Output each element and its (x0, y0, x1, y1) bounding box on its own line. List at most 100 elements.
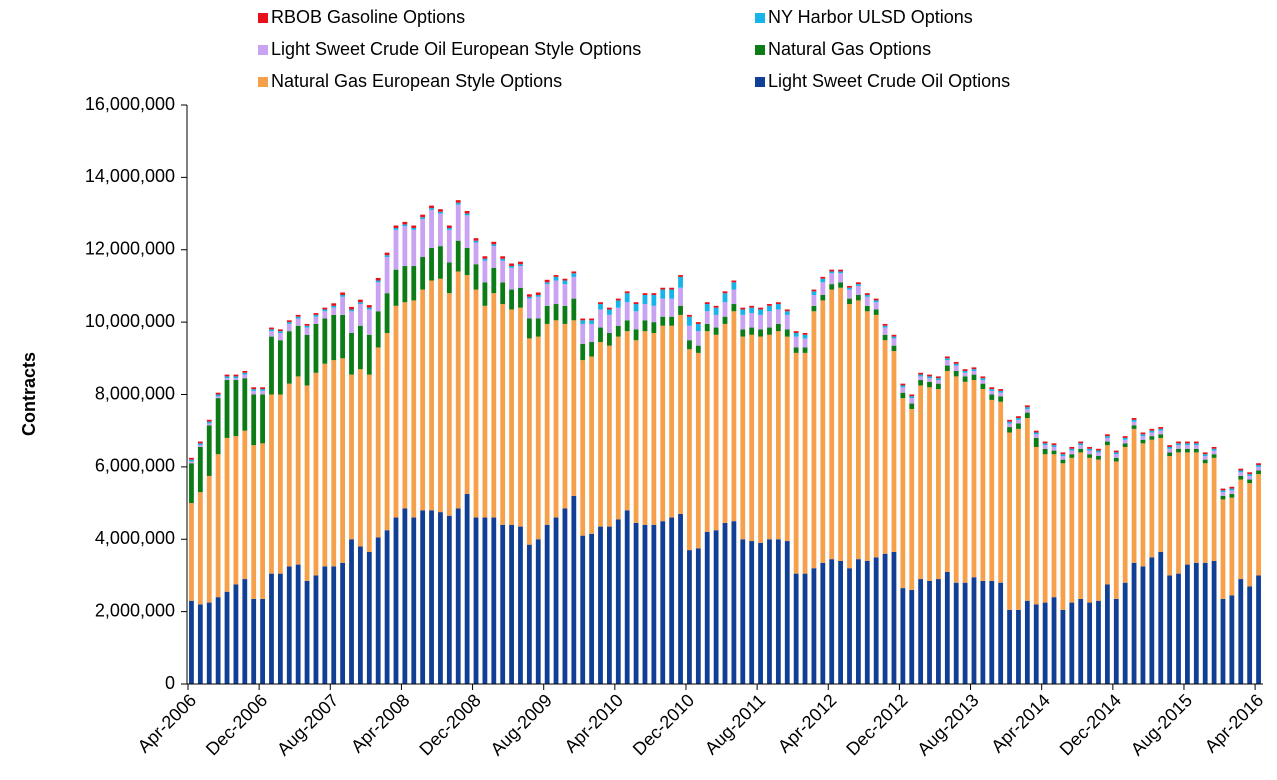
bar-segment (642, 293, 648, 295)
bar-segment (900, 385, 906, 388)
bar-segment (349, 306, 354, 310)
bar-segment (269, 394, 274, 574)
bar-segment (1087, 602, 1092, 684)
bar-segment (438, 278, 443, 513)
bar-segment (429, 208, 434, 210)
bar-segment (260, 443, 265, 599)
bar-segment (1167, 446, 1173, 449)
bar-segment (509, 267, 514, 290)
bar-segment (998, 390, 1004, 393)
bar-segment (580, 320, 586, 324)
bar-segment (393, 305, 399, 518)
bar-segment (838, 287, 844, 561)
bar-segment (322, 566, 328, 684)
bar-segment (678, 314, 683, 514)
bar-segment (909, 398, 915, 404)
bar-segment (1024, 408, 1030, 413)
x-tick-label: Aug-2007 (273, 690, 342, 759)
bar-segment (953, 370, 959, 377)
bar-segment (900, 392, 906, 399)
bar-segment (411, 300, 417, 518)
bar-segment (891, 334, 897, 337)
bar-segment (1247, 483, 1253, 587)
bar-segment (1069, 457, 1075, 603)
bar-segment (1078, 445, 1084, 449)
bar-segment (295, 314, 301, 317)
bar-segment (553, 320, 559, 518)
bar-segment (775, 309, 781, 324)
bar-segment (260, 390, 265, 395)
bar-segment (411, 266, 417, 301)
bar-segment (598, 304, 603, 310)
bar-segment (206, 425, 212, 476)
x-tick-label: Dec-2012 (842, 690, 911, 759)
bar-segment (580, 535, 586, 684)
bar-segment (1193, 452, 1199, 563)
bar-segment (562, 280, 568, 285)
bar-segment (358, 369, 363, 547)
bar-segment (811, 294, 817, 306)
bar-segment (936, 383, 941, 390)
bar-segment (731, 289, 737, 305)
bar-segment (793, 332, 799, 337)
bar-segment (1176, 448, 1181, 453)
bar-segment (1087, 457, 1092, 603)
bar-segment (411, 228, 417, 230)
bar-segment (749, 327, 755, 335)
bar-segment (491, 517, 497, 684)
bar-segment (962, 372, 968, 377)
bar-segment (1113, 454, 1119, 458)
bar-segment (1167, 448, 1173, 453)
bar-segment (464, 215, 470, 248)
bar-segment (820, 294, 826, 301)
y-tick-label: 16,000,000 (85, 94, 175, 114)
bar-segment (775, 323, 781, 332)
bar-segment (509, 289, 514, 310)
bar-segment (1193, 443, 1199, 446)
x-tick-label: Dec-2014 (1056, 690, 1125, 759)
bar-segment (767, 304, 772, 306)
bar-segment (1238, 470, 1244, 473)
bar-segment (980, 383, 986, 390)
bar-segment (1122, 437, 1128, 440)
bar-segment (500, 258, 506, 261)
bar-segment (589, 320, 595, 324)
bar-segment (953, 365, 959, 371)
bar-segment (847, 289, 852, 299)
bar-segment (758, 307, 763, 310)
bar-segment (1122, 436, 1128, 438)
bar-segment (838, 560, 844, 684)
bar-segment (1033, 432, 1039, 435)
bar-segment (615, 519, 621, 684)
bar-segment (251, 387, 257, 390)
bar-segment (1220, 598, 1226, 684)
bar-segment (758, 329, 763, 337)
bar-segment (571, 271, 577, 274)
bar-segment (731, 304, 737, 312)
bar-segment (509, 263, 514, 267)
bar-segment (829, 289, 835, 560)
bar-segment (847, 304, 852, 569)
bar-segment (1149, 439, 1155, 558)
bar-segment (1149, 436, 1155, 440)
bar-segment (189, 503, 194, 601)
bar-segment (500, 524, 506, 684)
bar-segment (277, 332, 283, 341)
bar-segment (918, 380, 924, 386)
bar-segment (1122, 446, 1128, 583)
bar-segment (1167, 452, 1173, 457)
bar-segment (438, 209, 443, 212)
bar-segment (1167, 575, 1173, 684)
bar-segment (544, 279, 550, 283)
bar-segment (438, 512, 443, 684)
bar-segment (669, 287, 675, 290)
bar-segment (1087, 450, 1092, 455)
bar-segment (366, 305, 372, 308)
bar-segment (393, 225, 399, 229)
bar-segment (393, 269, 399, 306)
bar-segment (633, 522, 639, 684)
bar-segment (678, 276, 683, 288)
bar-segment (704, 302, 710, 305)
bar-segment (909, 403, 915, 409)
bar-segment (847, 285, 852, 288)
